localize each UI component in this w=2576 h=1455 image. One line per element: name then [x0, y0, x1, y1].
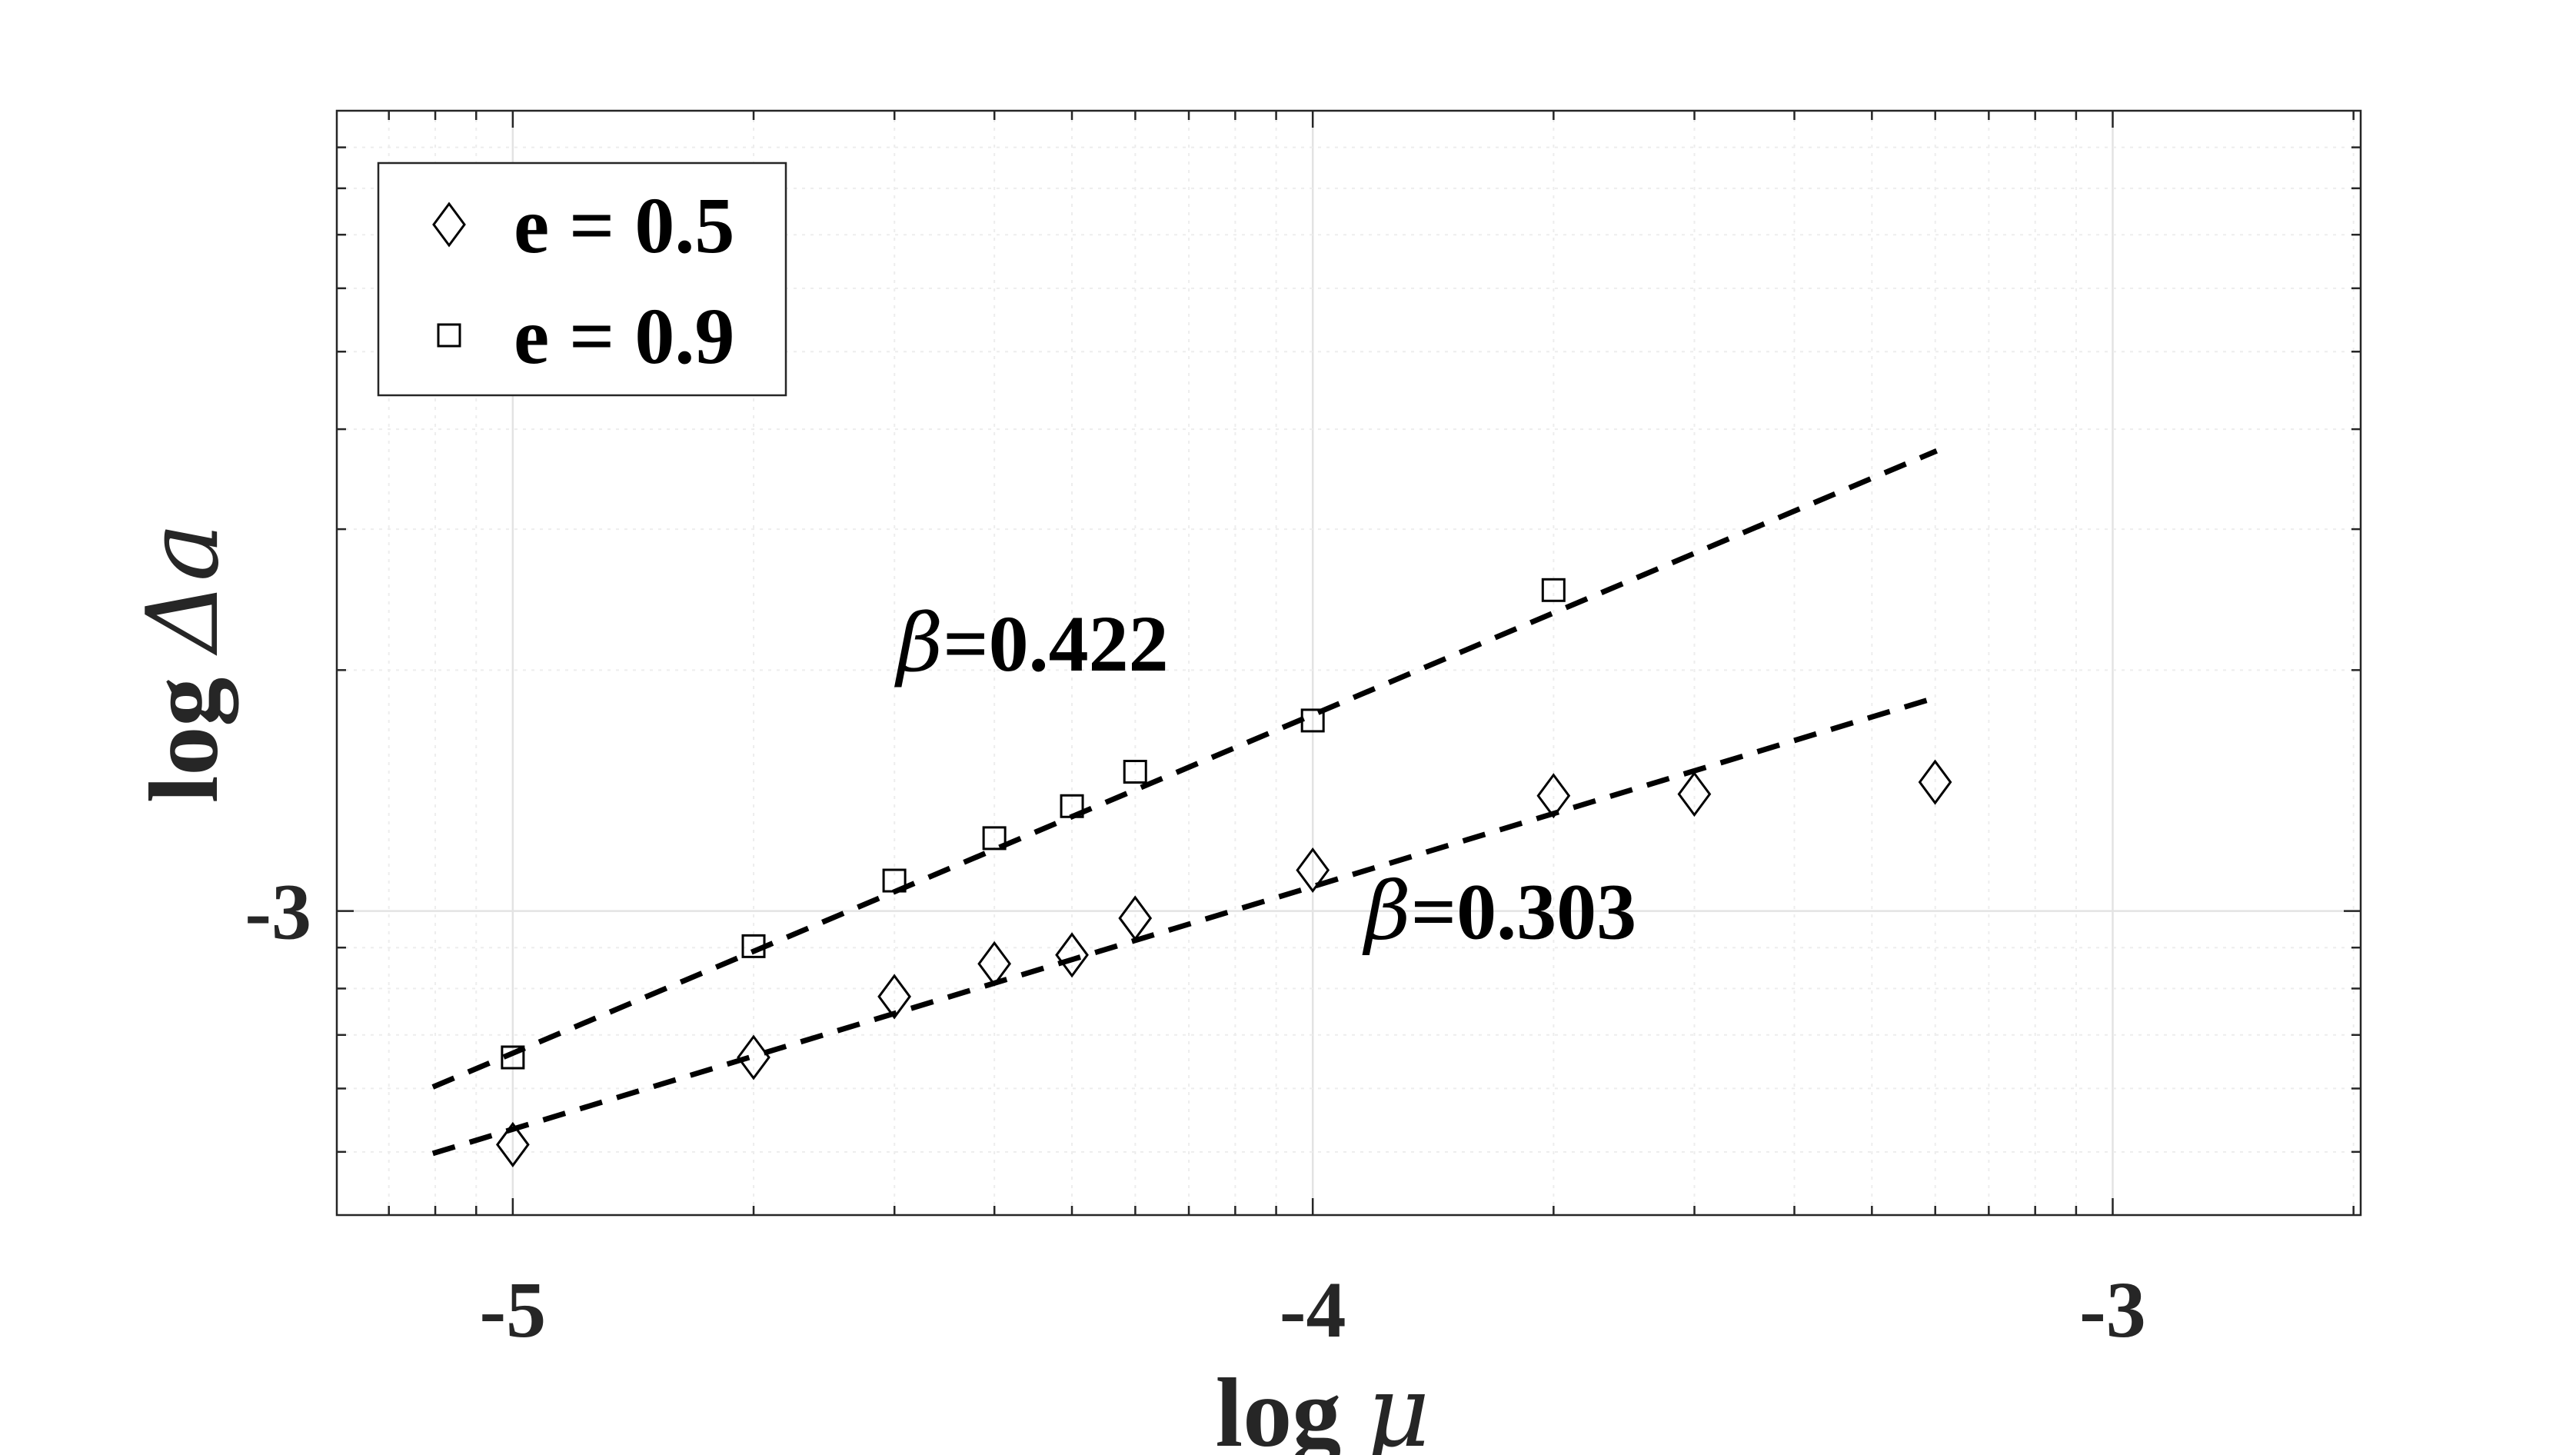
square-marker	[1123, 760, 1147, 784]
diamond-marker	[1118, 895, 1153, 941]
diamond-marker	[1677, 771, 1712, 817]
legend-diamond-icon	[432, 201, 466, 248]
legend: e = 0.5 e = 0.9	[377, 161, 787, 397]
fit-line	[431, 448, 1938, 1090]
slope-annotation: β=0.303	[1362, 864, 1636, 958]
axis-ticks	[337, 111, 2361, 1215]
diamond-marker	[877, 974, 911, 1020]
fit-line	[431, 694, 1938, 1157]
legend-label: e = 0.9	[514, 292, 734, 381]
legend-label: e = 0.5	[514, 181, 734, 270]
diamond-marker	[737, 1034, 770, 1080]
square-marker	[882, 868, 907, 893]
diamond-marker	[977, 941, 1012, 987]
square-marker	[501, 1045, 525, 1070]
diamond-marker	[1296, 847, 1330, 894]
legend-box	[377, 161, 787, 397]
tick-labels: -5 -4 -3 -3	[245, 868, 2145, 1354]
square-marker	[741, 934, 766, 958]
fit-lines	[431, 448, 1938, 1157]
x-tick-label: -4	[1280, 1266, 1346, 1354]
square-marker	[1541, 578, 1566, 602]
annotations: β=0.422 β=0.303	[894, 596, 1636, 958]
data-markers	[496, 578, 1952, 1167]
legend-square-icon	[437, 323, 461, 348]
diamond-marker	[1536, 773, 1571, 819]
x-tick-label: -3	[2079, 1266, 2146, 1354]
square-marker	[1300, 708, 1325, 733]
slope-annotation: β=0.422	[894, 596, 1168, 690]
y-axis-title: log Δa	[126, 523, 241, 803]
x-tick-label: -5	[480, 1266, 547, 1354]
square-marker	[982, 826, 1007, 851]
diamond-marker	[1055, 932, 1089, 978]
y-tick-label: -3	[245, 868, 311, 957]
diamond-marker	[1918, 759, 1952, 805]
square-marker	[1060, 794, 1084, 818]
grid	[337, 111, 2361, 1215]
plot-area-frame	[335, 109, 2362, 1217]
x-axis-title: log μ	[1216, 1355, 1430, 1455]
diamond-marker	[496, 1121, 530, 1167]
